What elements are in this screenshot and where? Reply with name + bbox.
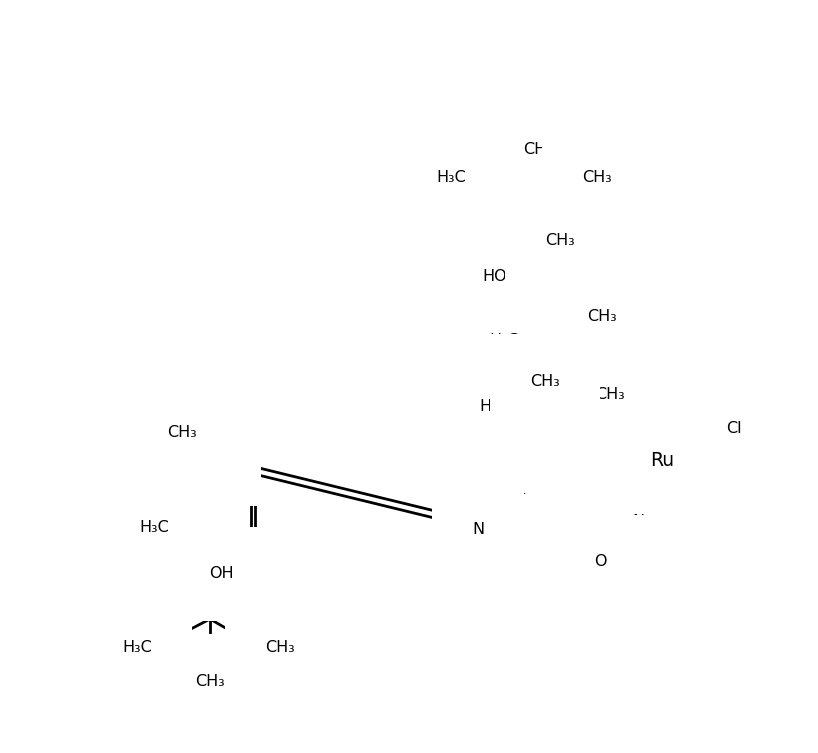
Text: O: O: [594, 554, 606, 569]
Text: CH₃: CH₃: [587, 309, 617, 324]
Text: H₃C: H₃C: [573, 519, 603, 533]
Text: H₃C: H₃C: [139, 520, 169, 535]
Text: H₃C: H₃C: [436, 169, 466, 184]
Text: CH₃: CH₃: [265, 639, 294, 654]
Text: OH: OH: [209, 566, 234, 581]
Text: CH₃: CH₃: [545, 233, 575, 248]
Text: H₃C: H₃C: [110, 489, 139, 504]
Text: CH₃: CH₃: [595, 386, 625, 401]
Text: H₃C: H₃C: [122, 639, 152, 654]
Text: N: N: [472, 522, 484, 536]
Text: HO: HO: [483, 269, 507, 283]
Text: H₃C: H₃C: [479, 398, 509, 413]
Text: CH₃: CH₃: [167, 425, 197, 440]
Text: CH₃: CH₃: [524, 142, 553, 157]
Text: N: N: [525, 438, 537, 453]
Text: Ru: Ru: [650, 450, 674, 470]
Text: H₃C: H₃C: [489, 333, 519, 347]
Text: CH₃: CH₃: [530, 373, 560, 389]
Text: H: H: [450, 380, 462, 395]
Text: N: N: [632, 514, 644, 529]
Text: H: H: [209, 452, 221, 467]
Text: CH₃: CH₃: [582, 169, 612, 184]
Text: CH₃: CH₃: [196, 673, 225, 688]
Text: Cl: Cl: [726, 420, 742, 435]
